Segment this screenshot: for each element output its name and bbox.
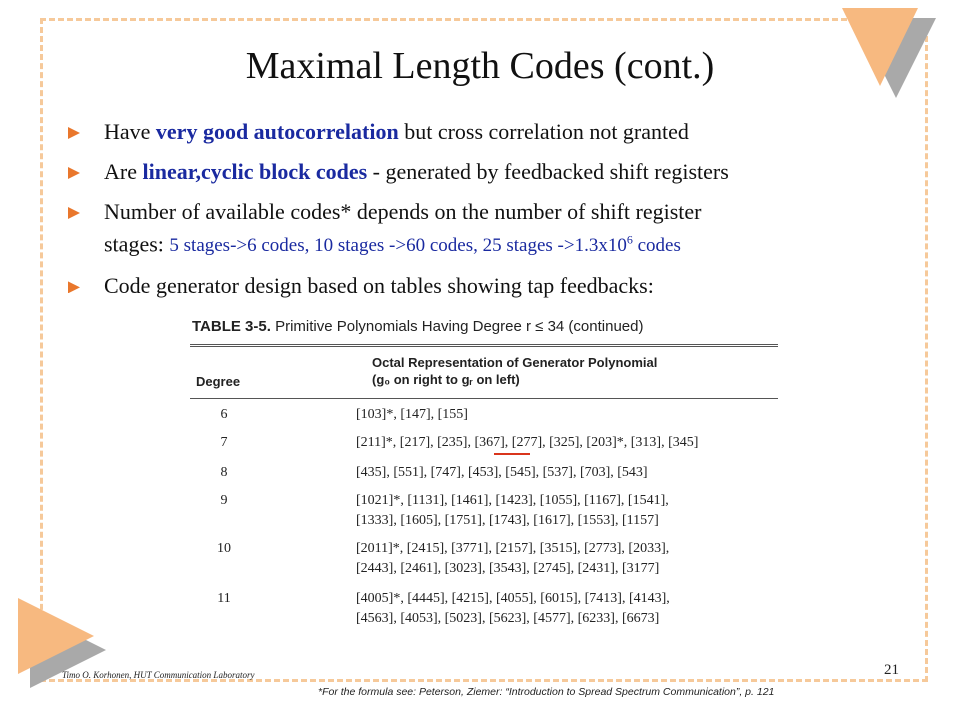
table-rule [190, 344, 778, 345]
red-underline-mark [494, 453, 530, 455]
table-caption: TABLE 3-5. Primitive Polynomials Having … [192, 318, 644, 335]
bullet-number-of-codes: Number of available codes* depends on th… [68, 198, 888, 260]
slide-title: Maximal Length Codes (cont.) [245, 45, 715, 87]
bullet-icon [68, 207, 80, 219]
footnote: *For the formula see: Peterson, Ziemer: … [318, 686, 775, 698]
highlight-text: linear,cyclic block codes [142, 159, 368, 184]
bullet-code-generator: Code generator design based on tables sh… [68, 272, 888, 300]
slide-border [40, 18, 928, 682]
bullet-autocorrelation: Have very good autocorrelation but cross… [68, 118, 888, 146]
bullet-list: Have very good autocorrelation but cross… [68, 118, 888, 312]
footer-author: Timo O. Korhonen, HUT Communication Labo… [62, 670, 255, 680]
primitive-polynomial-table: TABLE 3-5. Primitive Polynomials Having … [186, 316, 786, 634]
bullet-icon [68, 127, 80, 139]
bullet-linear-cyclic: Are linear,cyclic block codes - generate… [68, 158, 888, 186]
stages-codes-note: 5 stages->6 codes, 10 stages ->60 codes,… [169, 233, 681, 257]
corner-triangle-top-right [842, 8, 918, 86]
page-number: 21 [884, 662, 899, 678]
header-octal: Octal Representation of Generator Polyno… [372, 355, 658, 387]
table-rule [190, 398, 778, 399]
bullet-icon [68, 167, 80, 179]
header-degree: Degree [196, 374, 241, 389]
highlight-text: very good autocorrelation [155, 119, 399, 144]
bullet-icon [68, 281, 80, 294]
corner-triangle-bottom-left [18, 598, 94, 674]
table-rule [190, 346, 778, 347]
